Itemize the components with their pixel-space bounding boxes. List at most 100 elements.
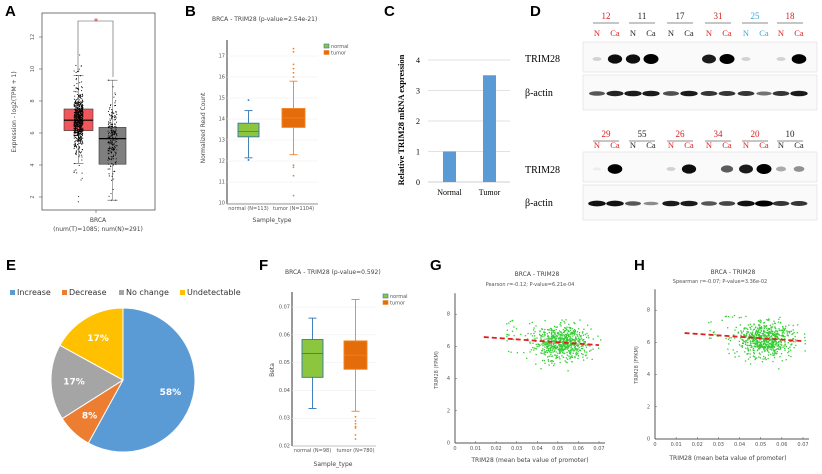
a-point-normal [110,123,112,125]
g-point [562,352,564,354]
g-point [570,342,572,344]
h-point [778,338,780,340]
g-point [512,338,515,341]
h-point [709,329,711,332]
g-point [571,361,573,363]
b-ytick-label: 14 [219,117,225,123]
a-point-tumor [75,122,77,124]
trim28-band [592,56,602,62]
g-point [549,327,552,330]
h-point [755,346,757,348]
h-point [762,338,765,340]
f-legend-label-tumor: tumor [390,301,406,307]
g-point [547,359,550,361]
a-point-tumor [74,143,76,145]
a-ytick-label: 2 [30,195,36,198]
a-point-normal [113,170,115,173]
g-point [561,346,564,348]
lane-label: Ca [722,28,732,38]
g-point [548,331,551,334]
a-point-tumor [78,110,80,112]
a-point-tumor [73,171,75,173]
h-point [784,347,786,349]
h-point [759,327,761,329]
g-point [506,335,508,338]
a-point-normal [110,193,112,195]
h-point [763,342,765,344]
g-point [575,353,577,355]
trim28-band [666,166,676,172]
h-point [751,333,753,335]
g-point [568,335,570,338]
a-point-tumor [74,128,76,131]
g-point [566,332,569,334]
h-point [751,346,753,348]
g-point [570,347,572,349]
h-point [749,323,751,325]
a-point-normal [114,92,116,94]
h-point [761,338,763,340]
h-point [769,332,772,334]
a-ytick-label: 4 [30,163,36,166]
a-point-normal [113,131,115,133]
g-point [591,358,593,361]
g-point [544,334,546,336]
lane-label: Ca [610,28,620,38]
b-ytick-label: 17 [219,54,225,60]
g-point [550,328,553,330]
g-point [569,352,571,354]
g-point [541,343,543,345]
h-point [780,340,782,343]
g-point [553,340,556,342]
b-outlier-tumor [292,76,295,78]
g-point [566,343,568,346]
e-slice-label: 17% [63,378,85,388]
a-point-normal [111,140,113,142]
a-point-normal [115,145,117,147]
g-point [572,335,574,337]
g-point [567,370,569,372]
b-xlabel: Sample_type [253,217,292,224]
h-point [765,332,768,334]
h-point [741,345,744,347]
g-point [544,333,546,336]
g-point [533,335,536,337]
g-point [562,329,565,331]
h-point [765,358,767,361]
h-point [728,352,730,355]
g-point [559,358,561,360]
a-point-tumor [75,153,77,155]
a-point-normal [114,130,116,132]
h-point [763,347,765,349]
g-point [509,320,512,323]
a-point-tumor [74,135,76,137]
h-point [756,331,759,333]
lane-label: Ca [646,140,656,150]
h-point [768,318,770,320]
h-point [767,332,769,335]
f-outlier-tumor [354,427,357,429]
g-point [552,336,554,338]
h-point [772,340,774,342]
g-xtick-label: 0.01 [470,446,481,452]
g-point [558,330,561,332]
a-point-normal [113,149,115,151]
g-point [584,340,586,343]
g-point [572,332,574,334]
h-point [766,318,768,321]
h-point [749,363,752,365]
h-point [775,348,778,351]
h-point [779,316,781,319]
g-point [552,348,555,350]
h-point [782,326,784,328]
g-point [575,348,577,350]
a-point-normal [112,178,114,180]
g-point [544,320,546,322]
h-point [792,340,794,343]
g-point [545,351,547,354]
h-point [773,344,775,346]
h-point [760,327,762,329]
a-point-normal [107,150,109,152]
a-point-tumor [82,122,84,124]
g-point [589,345,591,347]
